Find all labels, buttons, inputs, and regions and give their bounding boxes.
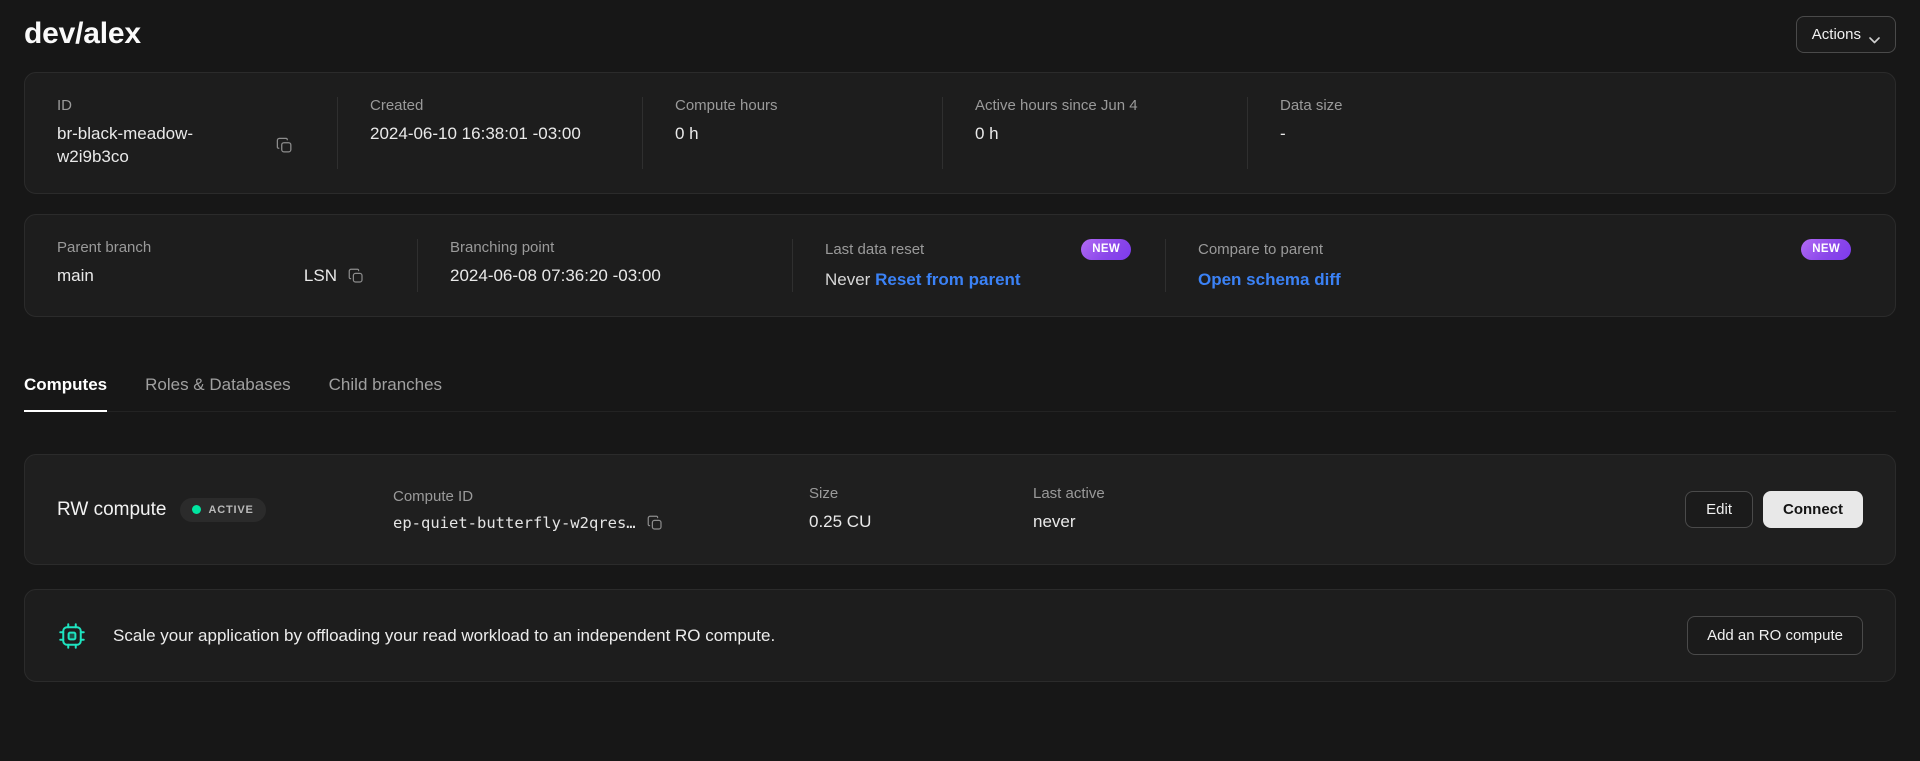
new-badge: NEW	[1801, 238, 1851, 261]
data-size-value: -	[1280, 124, 1286, 143]
id-label: ID	[57, 97, 72, 114]
page-header: dev/alex Actions	[24, 10, 1896, 58]
created-label: Created	[370, 97, 424, 114]
chevron-down-icon	[1869, 31, 1880, 43]
branching-point-value: 2024-06-08 07:36:20 -03:00	[450, 265, 661, 285]
open-schema-diff-link[interactable]: Open schema diff	[1198, 270, 1341, 290]
active-hours-label: Active hours since Jun 4	[975, 97, 1138, 114]
stat-size: Size 0.25 CU	[809, 485, 1033, 534]
lsn-label: LSN	[303, 265, 337, 285]
actions-button[interactable]: Actions	[1795, 15, 1896, 53]
stat-last-data-reset: Last data reset NEW Never Reset from par…	[792, 238, 1165, 293]
copy-icon[interactable]	[275, 136, 294, 155]
compute-hours-label: Compute hours	[675, 97, 778, 114]
stat-compute-id: Compute ID ep-quiet-butterfly-w2qres…	[393, 488, 809, 532]
active-dot-icon	[192, 505, 202, 515]
overview-card: ID br-black-meadow-w2i9b3co Created 2024…	[24, 72, 1896, 194]
tab-computes[interactable]: Computes	[24, 371, 108, 413]
stat-last-active: Last active never	[1033, 485, 1685, 534]
branch-id-value: br-black-meadow-w2i9b3co	[57, 124, 194, 166]
last-active-label: Last active	[1033, 485, 1105, 503]
copy-icon[interactable]	[347, 267, 365, 285]
stat-id: ID br-black-meadow-w2i9b3co	[25, 97, 337, 169]
new-badge: NEW	[1081, 238, 1131, 261]
size-label: Size	[809, 485, 839, 503]
edit-button[interactable]: Edit	[1685, 491, 1753, 529]
compare-to-parent-label: Compare to parent	[1198, 241, 1324, 259]
active-hours-value: 0 h	[975, 124, 999, 143]
parent-branch-label: Parent branch	[57, 238, 152, 256]
stat-branching-point: Branching point 2024-06-08 07:36:20 -03:…	[417, 238, 792, 293]
parent-branch-value[interactable]: main	[57, 265, 94, 285]
branch-detail-page: dev/alex Actions ID br-black-meadow-w2i9…	[24, 10, 1896, 683]
compute-id-value: ep-quiet-butterfly-w2qres…	[393, 513, 636, 532]
tab-child-branches[interactable]: Child branches	[328, 375, 443, 395]
page-title: dev/alex	[24, 17, 141, 50]
ro-compute-banner: Scale your application by offloading you…	[24, 589, 1896, 683]
last-active-value: never	[1033, 512, 1076, 532]
parent-branch-card: Parent branch main LSN Branching point 2…	[24, 213, 1896, 318]
add-ro-compute-button[interactable]: Add an RO compute	[1687, 616, 1863, 656]
compute-name: RW compute	[57, 498, 167, 520]
status-badge-label: ACTIVE	[208, 503, 254, 516]
last-data-reset-value: Never	[825, 270, 871, 290]
data-size-label: Data size	[1280, 97, 1343, 114]
tab-roles-databases[interactable]: Roles & Databases	[145, 375, 291, 395]
compute-hours-value: 0 h	[675, 124, 699, 143]
stat-compare-to-parent: Compare to parent NEW Open schema diff	[1165, 238, 1895, 293]
stat-created: Created 2024-06-10 16:38:01 -03:00	[337, 97, 642, 169]
connect-button[interactable]: Connect	[1763, 491, 1863, 529]
stat-parent-branch: Parent branch main LSN	[25, 239, 417, 292]
status-badge: ACTIVE	[180, 497, 266, 522]
actions-button-label: Actions	[1811, 25, 1861, 43]
stat-data-size: Data size -	[1247, 97, 1895, 169]
stat-active-hours: Active hours since Jun 4 0 h	[942, 97, 1247, 169]
branching-point-label: Branching point	[450, 238, 555, 256]
branch-tabs: Computes Roles & Databases Child branche…	[24, 371, 1896, 413]
ro-banner-text: Scale your application by offloading you…	[113, 625, 776, 645]
reset-from-parent-link[interactable]: Reset from parent	[875, 270, 1021, 290]
last-data-reset-label: Last data reset	[825, 241, 925, 259]
compute-id-label: Compute ID	[393, 487, 474, 505]
rw-compute-row: RW compute ACTIVE Compute ID ep-quiet-bu…	[24, 454, 1896, 566]
created-value: 2024-06-10 16:38:01 -03:00	[370, 124, 581, 143]
stat-compute-hours: Compute hours 0 h	[642, 97, 942, 169]
size-value: 0.25 CU	[809, 512, 872, 532]
copy-icon[interactable]	[646, 514, 664, 532]
cpu-icon	[57, 621, 87, 651]
